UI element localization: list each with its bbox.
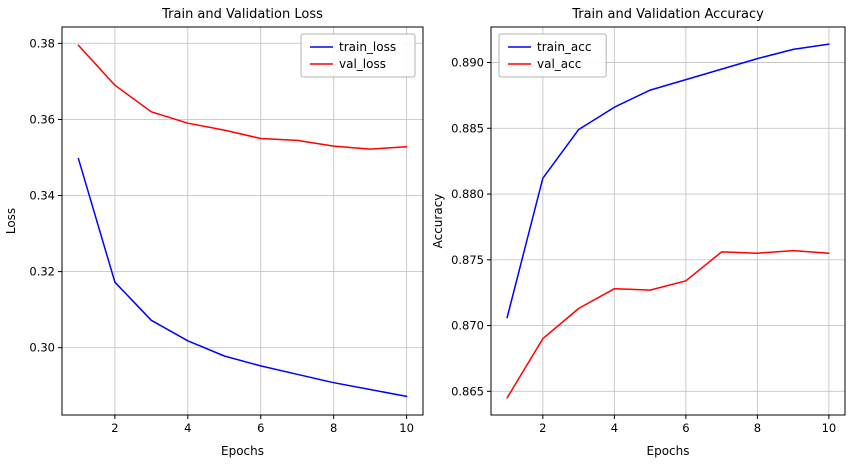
y-tick-label: 0.36 [29,112,55,126]
y-axis-label: Loss [4,208,18,234]
legend-val_acc-label: val_acc [537,57,581,71]
y-tick-label: 0.885 [451,121,484,135]
y-tick-label: 0.38 [29,36,55,50]
legend-train_acc-label: train_acc [537,40,591,54]
x-tick-label: 10 [822,421,837,435]
chart-title: Train and Validation Accuracy [571,7,764,22]
x-tick-label: 4 [184,421,191,435]
train_loss-line [77,157,408,398]
y-tick-label: 0.865 [451,384,484,398]
loss-chart: 2 4 6 8 10 0.30 0.32 0.34 0.36 0.38 Train and Vali… [0,0,427,468]
val_loss-line [77,44,408,150]
axes-frame [490,26,846,416]
x-tick-label: 2 [539,421,546,435]
y-tick-label: 0.890 [451,56,484,70]
loss-chart-svg: 2 4 6 8 10 0.30 0.32 0.34 0.36 0.38 Train and Vali… [4,7,424,458]
y-tick-label: 0.880 [451,187,484,201]
chart-title: Train and Validation Loss [161,7,323,22]
legend-val_loss-label: val_loss [339,57,386,71]
y-tick-label: 0.34 [29,189,55,203]
axes-frame [61,26,424,416]
legend-train_loss-label: train_loss [339,40,396,54]
x-axis-label: Epochs [221,444,264,458]
x-tick-label: 2 [111,421,118,435]
accuracy-chart: 2 4 6 8 10 0.865 0.870 0.875 0.880 0.885 0.890 Trai… [427,0,855,468]
y-tick-label: 0.875 [451,253,484,267]
legend: train_loss val_loss [300,33,416,78]
x-tick-label: 4 [611,421,618,435]
legend-box [300,33,416,78]
x-tick-label: 10 [399,421,414,435]
train_acc-line [506,43,830,319]
legend: train_acc val_acc [498,33,607,78]
y-axis-label: Accuracy [431,194,445,249]
accuracy-chart-svg: 2 4 6 8 10 0.865 0.870 0.875 0.880 0.885 0.890 Trai… [431,7,846,458]
x-axis-label: Epochs [647,444,690,458]
y-tick-label: 0.32 [29,265,55,279]
val_acc-line [506,249,830,399]
x-tick-label: 6 [257,421,264,435]
x-tick-label: 6 [682,421,689,435]
x-tick-label: 8 [754,421,761,435]
y-tick-label: 0.30 [29,341,55,355]
x-tick-label: 8 [330,421,337,435]
legend-box [498,33,607,78]
y-tick-label: 0.870 [451,319,484,333]
